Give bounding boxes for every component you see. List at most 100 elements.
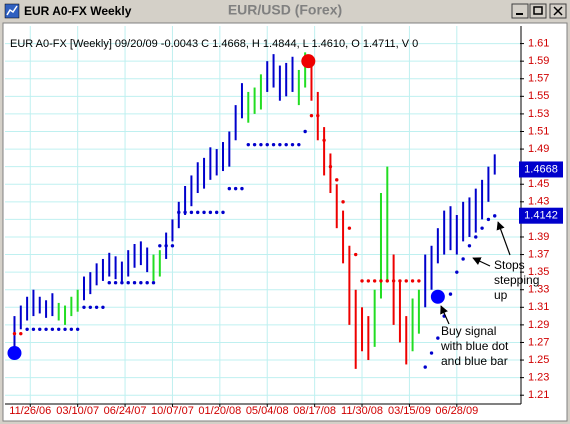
stop-dot: [493, 214, 497, 218]
stop-dot: [347, 226, 352, 230]
annotation-arrow: [440, 305, 450, 325]
stop-dot: [290, 142, 295, 147]
y-tick-label: 1.59: [528, 55, 549, 67]
stop-dot: [467, 244, 472, 248]
stop-dot: [196, 210, 200, 215]
x-tick-label: 06/28/09: [435, 405, 478, 417]
window-title: EUR A0-FX Weekly: [24, 4, 132, 18]
signal-dot: [7, 346, 22, 361]
title-bar: [2, 2, 568, 21]
stop-dot: [284, 142, 288, 147]
stop-dot: [132, 280, 137, 285]
y-tick-label: 1.21: [528, 389, 549, 401]
app-icon-glyph: [6, 5, 18, 16]
stop-dot: [12, 331, 17, 336]
y-tick-label: 1.43: [528, 196, 549, 208]
stop-dot: [38, 327, 42, 331]
x-tick-label: 01/20/08: [198, 405, 241, 417]
stop-dot: [107, 280, 111, 285]
stop-dot: [151, 280, 156, 285]
y-tick-label: 1.55: [528, 90, 549, 102]
stop-dot: [240, 186, 244, 191]
stop-dot: [455, 270, 459, 274]
x-tick-label: 08/17/08: [293, 405, 336, 417]
stop-dot: [214, 210, 219, 215]
y-tick-label: 1.35: [528, 266, 549, 278]
stop-dot: [271, 142, 276, 147]
y-tick-label: 1.31: [528, 301, 549, 313]
stop-dot: [25, 327, 29, 331]
stop-dot: [398, 279, 402, 283]
stop-dot: [145, 280, 149, 285]
annotation-text: Buy signal: [441, 324, 496, 338]
stop-dot: [158, 244, 162, 248]
x-tick-label: 06/24/07: [104, 405, 147, 417]
signal-dot: [430, 289, 445, 304]
annotation-text: Stops: [494, 258, 525, 272]
annotation-text: with blue dot: [440, 339, 509, 353]
x-tick-label: 10/07/07: [151, 405, 194, 417]
stop-dot: [316, 113, 320, 118]
x-tick-label: 11/30/08: [341, 405, 383, 417]
price-label: 1.4142: [524, 210, 558, 222]
x-tick-label: 03/15/09: [388, 405, 431, 417]
y-tick-label: 1.25: [528, 354, 549, 366]
stop-dot: [101, 305, 105, 310]
annotation-text: and blue bar: [441, 354, 508, 368]
stop-dot: [461, 257, 465, 261]
stop-dot: [417, 279, 421, 283]
y-tick-label: 1.33: [528, 284, 549, 296]
stop-dot: [360, 279, 364, 283]
window-buttons: [511, 3, 567, 19]
stop-dot: [436, 336, 440, 340]
close-glyph: [553, 6, 563, 16]
stop-dot: [120, 280, 124, 285]
stop-dot: [170, 244, 175, 248]
stop-dot: [328, 164, 333, 169]
stop-dot: [82, 305, 86, 310]
stop-dot: [429, 351, 434, 355]
annotation-arrow: [472, 257, 491, 267]
y-tick-label: 1.51: [528, 125, 549, 137]
stop-dot: [31, 327, 36, 331]
stop-dot: [19, 331, 23, 336]
stop-dot: [183, 210, 187, 215]
stop-dot: [246, 142, 250, 147]
annotation-arrow: [496, 221, 511, 256]
stop-dot: [278, 142, 282, 147]
minimize-button[interactable]: [511, 3, 529, 19]
stop-dot: [126, 280, 130, 285]
signal-dot: [301, 54, 316, 69]
plot: [7, 52, 497, 369]
stop-dot: [341, 200, 345, 204]
y-tick-label: 1.27: [528, 336, 549, 348]
stop-dot: [379, 279, 383, 283]
stop-dot: [208, 210, 213, 215]
y-tick-label: 1.29: [528, 319, 549, 331]
stop-dot: [303, 129, 307, 134]
stop-dot: [50, 327, 55, 331]
stop-dot: [233, 186, 238, 191]
stop-dot: [404, 279, 408, 283]
x-tick-label: 03/10/07: [56, 405, 99, 417]
stop-dot: [474, 235, 478, 239]
y-tick-label: 1.57: [528, 73, 549, 85]
stop-dot: [177, 210, 181, 215]
y-tick-label: 1.45: [528, 178, 549, 190]
stop-dot: [63, 327, 67, 331]
stop-dot: [309, 113, 314, 118]
maximize-button[interactable]: [529, 3, 547, 19]
x-tick-label: 11/26/06: [9, 405, 51, 417]
stop-dot: [297, 142, 301, 147]
chart-header: EUR A0-FX [Weekly] 09/20/09 -0.0043 C 1.…: [10, 38, 418, 50]
stop-dot: [252, 142, 257, 147]
stop-dot: [259, 142, 263, 147]
stop-dot: [354, 252, 358, 257]
stop-dot: [57, 327, 61, 331]
stop-dot: [391, 279, 396, 283]
maximize-glyph: [533, 6, 543, 15]
y-tick-label: 1.23: [528, 372, 549, 384]
stop-dot: [486, 217, 491, 222]
